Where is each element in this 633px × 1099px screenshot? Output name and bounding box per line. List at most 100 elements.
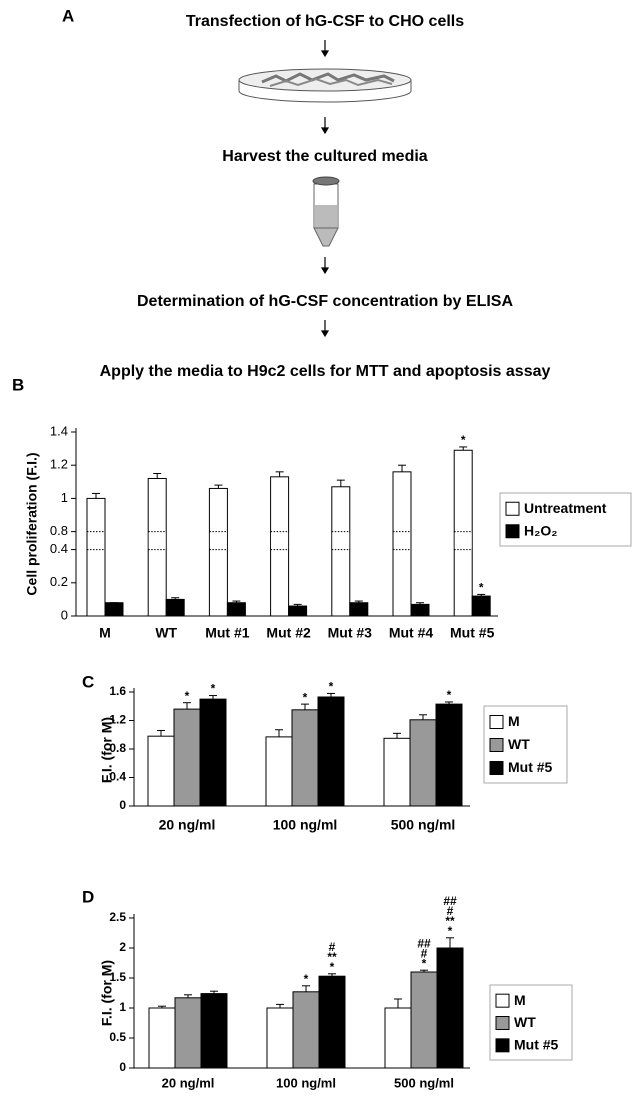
significance-mark: *: [304, 972, 309, 986]
culture-dish: [238, 68, 412, 103]
bar: [265, 736, 293, 807]
legend-box: [489, 984, 573, 1061]
legend-swatch: [489, 715, 504, 729]
legend-swatch: [495, 1038, 510, 1053]
bar: [331, 486, 351, 617]
y-tick-label: 1: [119, 1000, 126, 1014]
bar: [318, 975, 346, 1069]
y-tick-label: 1.4: [50, 423, 68, 438]
significance-mark: ##: [443, 894, 457, 908]
significance-mark: **: [327, 950, 337, 964]
x-tick-label: Mut #1: [205, 625, 250, 641]
y-tick-label: 1.2: [109, 713, 126, 727]
x-tick-label: 100 ng/ml: [273, 817, 338, 833]
break-gap: [454, 532, 472, 549]
tube: [312, 176, 340, 247]
significance-mark: *: [448, 924, 453, 938]
panel-label: C: [82, 672, 94, 691]
legend-label: WT: [508, 736, 530, 752]
y-axis-title: F.I. (for M): [99, 717, 115, 783]
significance-mark: **: [445, 914, 455, 928]
y-tick-label: 0.8: [50, 523, 68, 538]
bar: [104, 602, 124, 617]
arrows: [320, 40, 330, 338]
bar: [435, 703, 463, 807]
break-gap: [332, 532, 350, 549]
step-text: Harvest the cultured media: [222, 148, 428, 165]
step-text: Apply the media to H9c2 cells for MTT an…: [100, 363, 551, 380]
bar: [292, 991, 320, 1069]
y-axis-title: F.I. (for M): [99, 960, 115, 1026]
legend-box: [483, 705, 568, 784]
significance-mark: *: [211, 682, 216, 696]
legend-swatch: [505, 501, 520, 516]
legend-label: Mut #5: [514, 1037, 559, 1053]
y-tick-label: 0.2: [50, 574, 68, 589]
legend-label: M: [514, 992, 526, 1008]
bar: [173, 708, 201, 807]
x-tick-label: M: [99, 625, 111, 641]
significance-mark: #: [447, 904, 454, 918]
y-tick-label: 1.6: [109, 684, 126, 698]
y-tick-label: 0.4: [50, 541, 68, 556]
bar: [165, 598, 185, 617]
bar: [174, 997, 202, 1069]
y-tick-label: 1: [61, 490, 68, 505]
bar: [288, 605, 308, 617]
x-tick-label: WT: [155, 625, 177, 641]
x-tick-label: Mut #4: [389, 625, 434, 641]
legend-label: M: [508, 713, 520, 729]
y-tick-label: 0: [119, 1060, 126, 1074]
step-text: Determination of hG-CSF concentration by…: [137, 293, 513, 310]
legend-label: Untreatment: [524, 500, 607, 516]
bar: [266, 1007, 294, 1069]
break-gap: [209, 532, 227, 549]
significance-mark: *: [447, 688, 452, 702]
legend-swatch: [505, 524, 520, 539]
x-tick-label: 20 ng/ml: [159, 817, 216, 833]
y-tick-label: 0.4: [109, 770, 126, 784]
bar: [410, 603, 430, 617]
y-tick-label: 0.5: [109, 1030, 126, 1044]
bar: [200, 993, 228, 1069]
significance-mark: *: [479, 581, 484, 595]
bar: [349, 602, 369, 617]
bar: [317, 696, 345, 807]
significance-mark: *: [303, 690, 308, 704]
significance-mark: *: [185, 689, 190, 703]
legend-swatch: [489, 761, 504, 775]
y-tick-label: 1.5: [109, 970, 126, 984]
x-tick-label: 20 ng/ml: [162, 1075, 215, 1090]
panel-label: D: [82, 887, 94, 906]
legend-swatch: [495, 993, 510, 1008]
bar: [199, 698, 227, 807]
break-gap: [148, 532, 166, 549]
bar: [384, 1007, 412, 1069]
x-tick-label: Mut #3: [328, 625, 373, 641]
bar: [410, 971, 438, 1069]
legend-label: H₂O₂: [524, 522, 557, 538]
significance-mark: #: [421, 946, 428, 960]
legend-swatch: [489, 738, 504, 752]
break-gap: [393, 532, 411, 549]
panel-label: A: [62, 6, 74, 25]
significance-mark: ##: [417, 936, 431, 950]
bar: [147, 735, 175, 807]
y-tick-label: 1.2: [50, 457, 68, 472]
bar: [208, 487, 228, 617]
significance-mark: *: [330, 960, 335, 974]
bar: [383, 737, 411, 807]
bar: [226, 602, 246, 617]
panel-label: B: [12, 375, 24, 394]
significance-mark: *: [329, 680, 334, 694]
bar: [436, 947, 464, 1069]
x-tick-label: 500 ng/ml: [391, 817, 456, 833]
y-tick-label: 0: [61, 607, 68, 622]
bar: [409, 719, 437, 807]
bar: [291, 709, 319, 807]
legend-box: [499, 492, 632, 547]
bar: [471, 595, 491, 617]
x-tick-label: 500 ng/ml: [394, 1075, 454, 1090]
step-text: Transfection of hG-CSF to CHO cells: [186, 13, 464, 30]
